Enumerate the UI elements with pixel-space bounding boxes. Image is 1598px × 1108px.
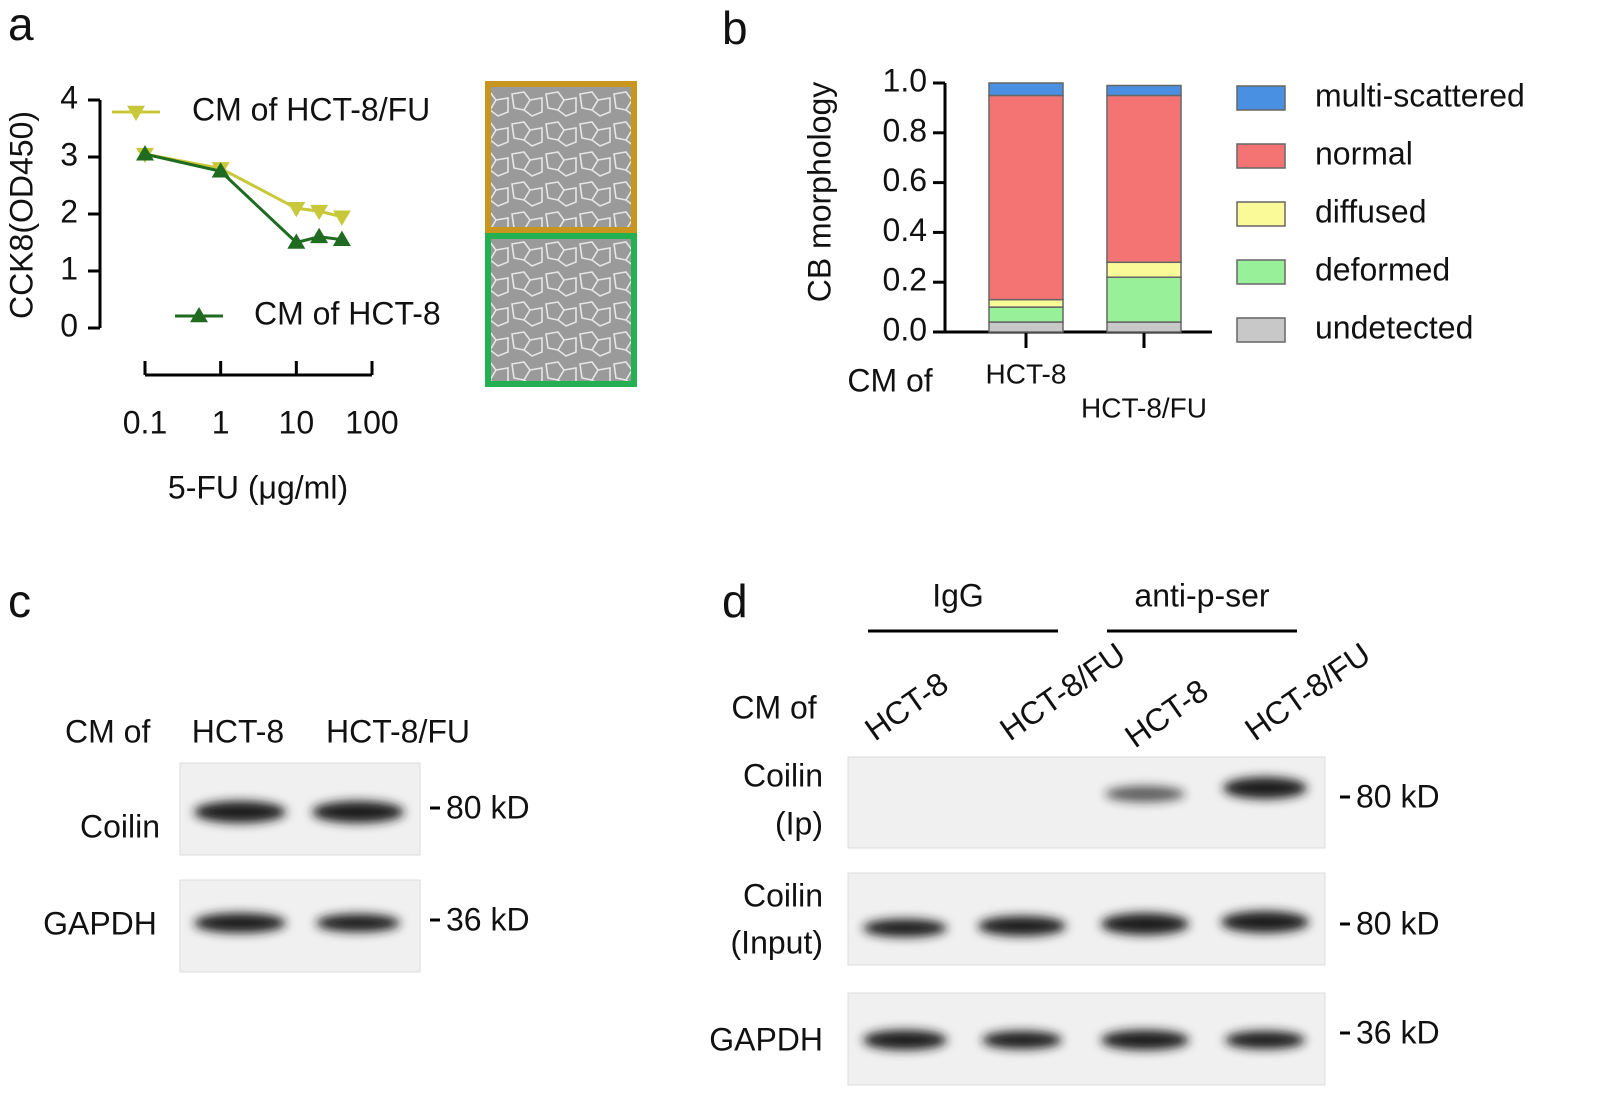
data-point (332, 230, 351, 246)
legend-marker (190, 307, 208, 323)
bar-segment (1106, 261, 1182, 278)
bar-segment (988, 321, 1064, 333)
panel-label: d (722, 575, 748, 627)
x-axis-title: 5-FU (μg/ml) (168, 469, 348, 505)
band (1223, 777, 1307, 799)
band (863, 919, 947, 937)
bar-segment (988, 82, 1064, 97)
cell-image (485, 81, 637, 233)
band (1101, 1030, 1189, 1050)
data-point (211, 162, 230, 178)
data-point (332, 210, 351, 226)
legend-swatch (1236, 259, 1286, 285)
blot-header: CM of (731, 689, 816, 725)
blot-strip (847, 756, 1326, 849)
group-label: anti-p-ser (1134, 577, 1270, 613)
y-tick-label: 1.0 (883, 62, 927, 98)
x-axis-title: CM of (847, 362, 932, 398)
legend-label: undetected (1315, 309, 1473, 345)
y-tick-label: 0.4 (883, 212, 927, 248)
legend-label: diffused (1315, 193, 1427, 229)
data-point (287, 233, 306, 249)
y-tick-label: 0.0 (883, 311, 927, 347)
row-label: Coilin (743, 757, 823, 793)
y-tick-label: 4 (60, 79, 78, 115)
y-tick-label: 1 (60, 250, 78, 286)
band (312, 801, 404, 823)
bar-segment (988, 94, 1064, 301)
y-tick-label: 0.2 (883, 262, 927, 298)
y-axis-title: CB morphology (801, 82, 837, 303)
legend-swatch (1236, 143, 1286, 169)
panel-label: c (8, 575, 31, 627)
bar-segment (988, 298, 1064, 308)
data-point (310, 204, 329, 221)
size-marker: 80 kD (1356, 778, 1440, 814)
bar-segment (988, 306, 1064, 323)
legend-label: deformed (1315, 251, 1450, 287)
lane-label: HCT-8/FU (993, 636, 1132, 748)
size-marker: 80 kD (446, 789, 530, 825)
bar-segment (1106, 84, 1182, 97)
band (863, 1030, 947, 1050)
x-tick-label: 10 (279, 404, 315, 440)
blot-header: CM of (65, 713, 150, 749)
y-axis-title: CCK8(OD450) (3, 111, 39, 319)
row-label: Coilin (743, 877, 823, 913)
x-tick-label: 0.1 (123, 404, 167, 440)
band (1221, 911, 1309, 933)
legend-label: CM of HCT-8 (254, 295, 441, 331)
row-label: GAPDH (709, 1021, 823, 1057)
legend-label: multi-scattered (1315, 77, 1525, 113)
lane-label: HCT-8 (1118, 672, 1214, 755)
legend-marker (127, 105, 145, 121)
lane-label: HCT-8/FU (326, 713, 470, 749)
bar-segment (1106, 276, 1182, 323)
panel-label: b (722, 2, 748, 54)
legend-swatch (1236, 317, 1286, 343)
data-point (287, 202, 306, 218)
x-tick-label: HCT-8/FU (1081, 392, 1207, 423)
data-point (310, 227, 329, 244)
legend-label: normal (1315, 135, 1413, 171)
legend-label: CM of HCT-8/FU (192, 91, 430, 127)
band (1101, 913, 1189, 935)
cell-image (485, 233, 637, 387)
lane-label: HCT-8 (858, 665, 954, 748)
bar-segment (1106, 94, 1182, 264)
row-label: (Ip) (775, 805, 823, 841)
bar-segment (1106, 321, 1182, 333)
y-tick-label: 0 (60, 307, 78, 343)
group-label: IgG (932, 577, 984, 613)
data-point (136, 145, 154, 161)
y-tick-label: 3 (60, 136, 78, 172)
band (194, 801, 286, 823)
band (1105, 786, 1185, 802)
row-label: (Input) (731, 924, 823, 960)
panel-label: a (8, 0, 34, 50)
band (978, 916, 1066, 936)
size-marker: 36 kD (1356, 1014, 1440, 1050)
legend-swatch (1236, 85, 1286, 111)
lane-label: HCT-8/FU (1238, 636, 1377, 748)
x-tick-label: HCT-8 (986, 358, 1067, 389)
row-label: GAPDH (43, 905, 157, 941)
size-marker: 36 kD (446, 901, 530, 937)
x-tick-label: 1 (212, 404, 230, 440)
band (316, 914, 400, 932)
x-tick-label: 100 (345, 404, 398, 440)
band (982, 1031, 1062, 1049)
size-marker: 80 kD (1356, 905, 1440, 941)
y-tick-label: 0.8 (883, 112, 927, 148)
band (1225, 1031, 1305, 1049)
lane-label: HCT-8 (192, 713, 284, 749)
row-label: Coilin (80, 808, 160, 844)
legend-swatch (1236, 201, 1286, 227)
y-tick-label: 0.6 (883, 162, 927, 198)
y-tick-label: 2 (60, 193, 78, 229)
data-line (144, 152, 343, 245)
band (194, 913, 286, 933)
